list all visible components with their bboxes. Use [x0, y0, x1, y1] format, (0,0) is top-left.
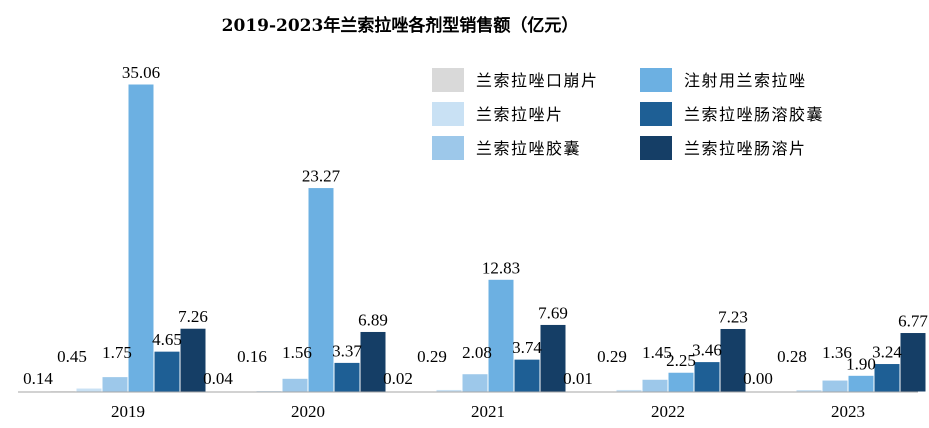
- bar-2019-s5: [179, 327, 207, 393]
- legend-label-s5: 兰索拉唑肠溶片: [684, 139, 807, 158]
- legend-label-s2: 兰索拉唑胶囊: [476, 139, 581, 158]
- legend-label-s0: 兰索拉唑口崩片: [476, 71, 599, 90]
- data-label-2023-s5: 6.77: [898, 312, 928, 331]
- data-label-2019-s4: 4.65: [152, 330, 182, 349]
- legend-swatch-s2: [432, 136, 464, 160]
- data-label-2022-s4: 3.46: [692, 341, 722, 360]
- data-label-2020-s5: 6.89: [358, 310, 388, 329]
- data-label-2019-s0: 0.14: [23, 369, 53, 388]
- data-label-2021-s5: 7.69: [538, 303, 568, 322]
- chart-title: 2019-2023年兰索拉唑各剂型销售额（亿元）: [222, 15, 579, 36]
- data-label-2020-s3: 23.27: [302, 167, 341, 186]
- x-tick-2020: 2020: [291, 402, 325, 421]
- data-label-2022-s2: 1.45: [642, 343, 672, 362]
- data-label-2021-s0: 0.02: [383, 369, 413, 388]
- bar-2021-s3: [487, 278, 515, 393]
- data-label-2020-s0: 0.04: [203, 369, 233, 388]
- data-label-2023-s3: 1.90: [846, 354, 876, 373]
- bar-2023-s3: [847, 374, 875, 393]
- legend-swatch-s0: [432, 68, 464, 92]
- data-label-2019-s1: 0.45: [57, 347, 87, 366]
- x-tick-2023: 2023: [831, 402, 865, 421]
- data-label-2020-s4: 3.37: [332, 341, 362, 360]
- data-label-2022-s3: 2.25: [666, 351, 696, 370]
- data-label-2019-s5: 7.26: [178, 307, 208, 326]
- data-label-2021-s1: 0.29: [417, 347, 447, 366]
- bar-2019-s1: [75, 387, 103, 393]
- data-label-2022-s5: 7.23: [718, 307, 748, 326]
- bar-2022-s2: [641, 378, 669, 393]
- data-label-2019-s3: 35.06: [122, 63, 160, 82]
- bar-2023-s5: [899, 332, 927, 393]
- legend-swatch-s3: [640, 68, 672, 92]
- bar-2022-s5: [719, 327, 747, 393]
- legend-swatch-s4: [640, 102, 672, 126]
- data-label-2021-s4: 3.74: [512, 338, 542, 357]
- bar-2020-s3: [307, 187, 335, 393]
- bar-2021-s2: [461, 373, 489, 393]
- legend-label-s3: 注射用兰索拉唑: [684, 71, 807, 90]
- data-label-2022-s1: 0.29: [597, 347, 627, 366]
- bar-2021-s5: [539, 323, 567, 393]
- bar-2020-s2: [281, 377, 309, 393]
- x-axis-ticks: 2019 2020 2021 2022 2023: [111, 402, 865, 421]
- bar-2023-s4: [873, 363, 901, 393]
- bar-2020-s5: [359, 330, 387, 393]
- data-label-2023-s0: 0.00: [743, 369, 773, 388]
- data-label-2021-s3: 12.83: [482, 258, 520, 277]
- x-tick-2021: 2021: [471, 402, 505, 421]
- data-label-2020-s1: 0.16: [237, 347, 267, 366]
- bar-2022-s3: [667, 371, 695, 393]
- x-tick-2019: 2019: [111, 402, 145, 421]
- legend-label-s4: 兰索拉唑肠溶胶囊: [684, 105, 824, 124]
- bar-2021-s4: [513, 358, 541, 393]
- data-label-2020-s2: 1.56: [282, 343, 312, 362]
- bars-layer: [49, 83, 927, 393]
- bar-2022-s4: [693, 361, 721, 393]
- bar-2019-s3: [127, 83, 155, 393]
- data-label-2023-s1: 0.28: [777, 347, 807, 366]
- data-label-2023-s4: 3.24: [872, 343, 902, 362]
- legend-swatch-s5: [640, 136, 672, 160]
- data-label-2019-s2: 1.75: [102, 343, 132, 362]
- bar-2020-s4: [333, 361, 361, 393]
- data-label-2023-s2: 1.36: [822, 343, 852, 362]
- legend-swatch-s1: [432, 102, 464, 126]
- data-label-2021-s2: 2.08: [462, 343, 492, 362]
- x-tick-2022: 2022: [651, 402, 685, 421]
- legend-label-s1: 兰索拉唑片: [476, 105, 564, 124]
- bar-2023-s2: [821, 379, 849, 393]
- data-label-2022-s0: 0.01: [563, 369, 593, 388]
- data-labels-layer: 0.140.45 1.75 35.06 4.65 7.26 0.040.16 1.56 23.…: [23, 63, 928, 388]
- bar-2019-s4: [153, 350, 181, 393]
- bar-2019-s2: [101, 376, 129, 393]
